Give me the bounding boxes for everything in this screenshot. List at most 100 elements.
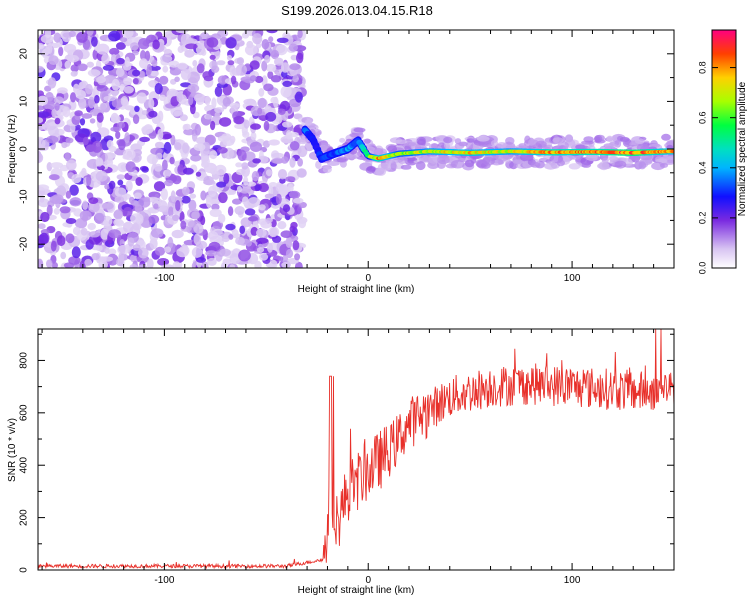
spectrogram-noise-cell bbox=[115, 130, 121, 140]
spectrogram-noise-cell bbox=[282, 80, 293, 87]
spectrogram-noise-cell bbox=[288, 190, 301, 199]
spectrogram-noise-cell bbox=[155, 152, 163, 160]
spectrogram-noise-cell bbox=[214, 86, 223, 97]
spectrogram-noise-cell bbox=[209, 150, 218, 160]
spectrogram-noise-cell bbox=[248, 216, 258, 222]
spectrogram-noise-cell bbox=[269, 227, 278, 238]
spectrogram-noise-cell bbox=[116, 57, 125, 65]
spectrogram-halo-cell bbox=[535, 140, 547, 148]
spectrogram-noise-cell bbox=[164, 179, 174, 187]
spectrogram-noise-cell bbox=[53, 207, 60, 215]
spectrogram-noise-cell bbox=[183, 123, 191, 131]
spectrogram-noise-cell bbox=[234, 123, 246, 130]
spectrogram-noise-cell bbox=[264, 54, 271, 64]
spectrogram-noise-cell bbox=[193, 143, 206, 151]
spectrogram-noise-cell bbox=[254, 260, 262, 268]
x-tick-label: 100 bbox=[564, 575, 581, 586]
spectrogram-halo-cell bbox=[583, 136, 594, 143]
spectrogram-noise-cell bbox=[258, 252, 269, 261]
spectrogram-halo-cell bbox=[315, 160, 322, 169]
spectrogram-noise-cell bbox=[233, 115, 245, 125]
spectrogram-noise-cell bbox=[85, 83, 93, 95]
spectrogram-halo-cell bbox=[619, 136, 630, 142]
spectrogram-noise-cell bbox=[124, 132, 130, 144]
spectrogram-noise-cell bbox=[153, 203, 159, 209]
spectrogram-noise-cell bbox=[66, 54, 79, 63]
spectrogram-halo-cell bbox=[552, 137, 564, 144]
colorbar-label: Normalized spectral amplitude bbox=[737, 81, 748, 216]
spectrogram-noise-cell bbox=[249, 75, 257, 82]
spectrogram-noise-cell bbox=[265, 169, 273, 177]
x-tick-label: 0 bbox=[365, 273, 371, 284]
spectrogram-noise-cell bbox=[244, 44, 258, 56]
spectrogram-noise-cell bbox=[164, 48, 173, 58]
spectrogram-noise-cell bbox=[102, 65, 115, 71]
spectrogram-noise-cell bbox=[108, 180, 116, 190]
colorbar-tick-label: 0.8 bbox=[697, 61, 707, 74]
spectrogram-noise-cell bbox=[47, 42, 53, 55]
spectrogram-noise-cell bbox=[285, 248, 294, 259]
y-tick-label: 0 bbox=[19, 146, 30, 152]
spectrogram-noise-cell bbox=[206, 37, 219, 48]
spectrogram-noise-cell bbox=[68, 30, 77, 38]
x-tick-label: -100 bbox=[154, 575, 174, 586]
spectrogram-noise-cell bbox=[225, 223, 236, 231]
spectrogram-ylabel: Frequency (Hz) bbox=[7, 115, 18, 184]
spectrogram-noise-cell bbox=[50, 162, 64, 169]
spectrogram-noise-cell bbox=[292, 240, 300, 251]
spectrogram-noise-cell bbox=[114, 187, 127, 198]
spectrogram-noise-cell bbox=[81, 113, 93, 119]
spectrogram-noise-cell bbox=[196, 63, 205, 74]
spectrogram-halo-cell bbox=[528, 138, 535, 146]
spectrogram-noise-cell bbox=[210, 120, 216, 131]
spectrogram-noise-cell bbox=[150, 228, 164, 239]
spectrogram-noise-cell bbox=[238, 183, 252, 194]
spectrogram-halo-cell bbox=[444, 142, 450, 149]
spectrogram-signal-core bbox=[670, 149, 674, 154]
spectrogram-noise-cell bbox=[271, 158, 284, 164]
spectrogram-noise-cell bbox=[88, 231, 101, 238]
spectrogram-noise-cell bbox=[288, 43, 298, 52]
spectrogram-noise-cell bbox=[263, 140, 270, 148]
spectrogram-noise-cell bbox=[214, 164, 227, 176]
spectrogram-noise-cell bbox=[125, 180, 133, 192]
spectrogram-noise-cell bbox=[65, 190, 72, 199]
spectrogram-noise-cell bbox=[193, 223, 204, 234]
spectrogram-noise-cell bbox=[133, 192, 142, 200]
spectrogram-halo-cell bbox=[353, 127, 366, 133]
spectrogram-noise-cell bbox=[180, 220, 187, 230]
spectrogram-noise-cell bbox=[79, 118, 86, 126]
spectrogram-noise-cell bbox=[244, 208, 256, 216]
snr-frame bbox=[37, 328, 675, 571]
spectrogram-noise-cell bbox=[263, 120, 270, 131]
spectrogram-noise-cell bbox=[210, 198, 218, 206]
spectrogram-noise-cell bbox=[225, 37, 237, 49]
spectrogram-noise-cell bbox=[296, 168, 307, 178]
spectrogram-noise-cell bbox=[289, 63, 301, 71]
spectrogram-noise-cell bbox=[123, 206, 133, 217]
spectrogram-noise-cell bbox=[278, 256, 284, 262]
spectrogram-noise-cell bbox=[74, 110, 83, 117]
spectrogram-noise-cell bbox=[63, 43, 77, 54]
spectrogram-halo-cell bbox=[661, 133, 671, 141]
spectrogram-noise-cell bbox=[265, 111, 277, 122]
spectrogram-noise-cell bbox=[290, 54, 298, 61]
spectrogram-noise-cell bbox=[190, 103, 196, 115]
spectrogram-noise-cell bbox=[274, 57, 284, 66]
y-tick-label: 10 bbox=[19, 95, 30, 107]
spectrogram-noise-cell bbox=[138, 264, 147, 268]
spectrogram-noise-cell bbox=[229, 253, 241, 265]
spectrogram-noise-cell bbox=[239, 225, 246, 234]
spectrogram-noise-cell bbox=[71, 173, 82, 184]
spectrogram-noise-cell bbox=[200, 190, 207, 201]
spectrogram-noise-cell bbox=[203, 75, 214, 82]
spectrogram-noise-cell bbox=[244, 30, 250, 37]
spectrogram-noise-cell bbox=[95, 157, 104, 167]
spectrogram-noise-cell bbox=[141, 166, 149, 173]
spectrogram-noise-cell bbox=[277, 108, 286, 115]
spectrogram-noise-cell bbox=[46, 259, 53, 268]
spectrogram-noise-cell bbox=[209, 54, 216, 60]
spectrogram-noise-cell bbox=[290, 131, 299, 138]
spectrogram-noise-cell bbox=[154, 246, 166, 256]
spectrogram-noise-cell bbox=[123, 86, 134, 94]
